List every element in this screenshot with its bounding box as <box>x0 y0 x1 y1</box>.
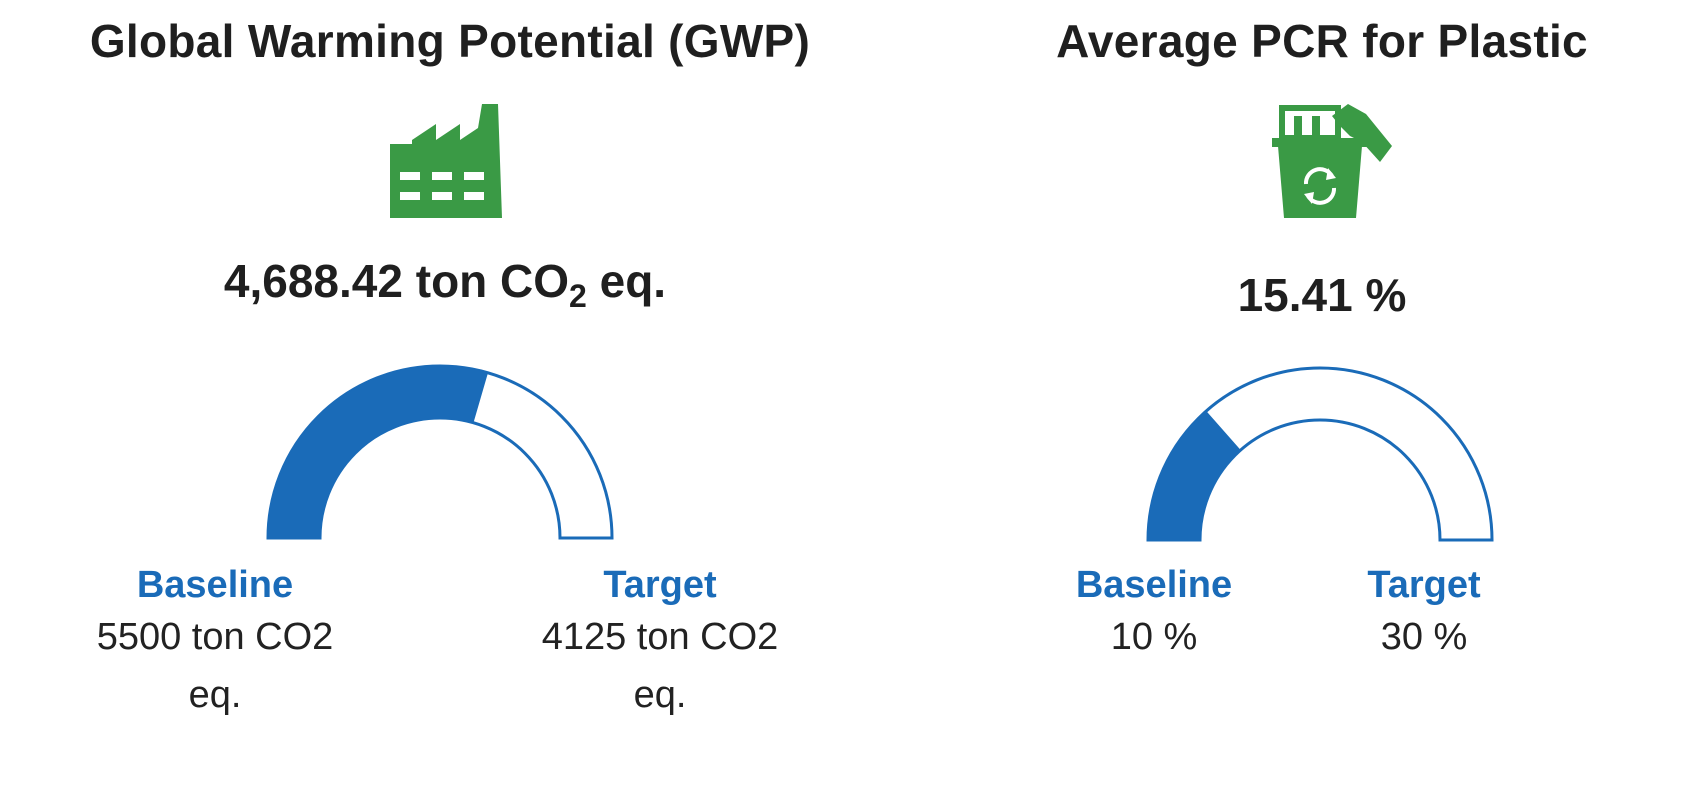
gwp-panel: Global Warming Potential (GWP) 4,688.42 … <box>55 15 820 724</box>
gwp-target: Target 4125 ton CO2 eq. <box>500 562 820 724</box>
pcr-baseline: Baseline 10 % <box>1034 562 1274 666</box>
pcr-value: 15.41 % <box>1237 269 1407 321</box>
pcr-gauge <box>1146 366 1494 542</box>
pcr-target: Target 30 % <box>1324 562 1524 666</box>
gwp-baseline: Baseline 5500 ton CO2 eq. <box>55 562 375 724</box>
pcr-target-label: Target <box>1367 564 1481 606</box>
gwp-baseline-value: 5500 ton CO2 eq. <box>96 616 334 716</box>
pcr-baseline-label: Baseline <box>1075 564 1233 606</box>
gwp-value: 4,688.42 ton CO2 eq. <box>223 255 667 314</box>
gwp-title: Global Warming Potential (GWP) <box>89 15 811 67</box>
pcr-baseline-value: 10 % <box>1110 616 1198 658</box>
pcr-title: Average PCR for Plastic <box>1056 15 1588 67</box>
pcr-gauge-track <box>1146 366 1494 542</box>
pcr-panel: Average PCR for Plastic 15.41 % Baseline… <box>960 0 1684 790</box>
gwp-gauge <box>266 364 614 540</box>
gwp-gauge-fill <box>268 366 488 538</box>
pcr-target-value: 30 % <box>1380 616 1468 658</box>
recycle-bin-icon <box>1272 104 1392 218</box>
gwp-target-value: 4125 ton CO2 eq. <box>541 616 779 716</box>
gwp-target-label: Target <box>603 564 717 606</box>
factory-icon <box>390 104 502 218</box>
pcr-gauge-fill <box>1148 410 1241 540</box>
gwp-baseline-label: Baseline <box>136 564 294 606</box>
